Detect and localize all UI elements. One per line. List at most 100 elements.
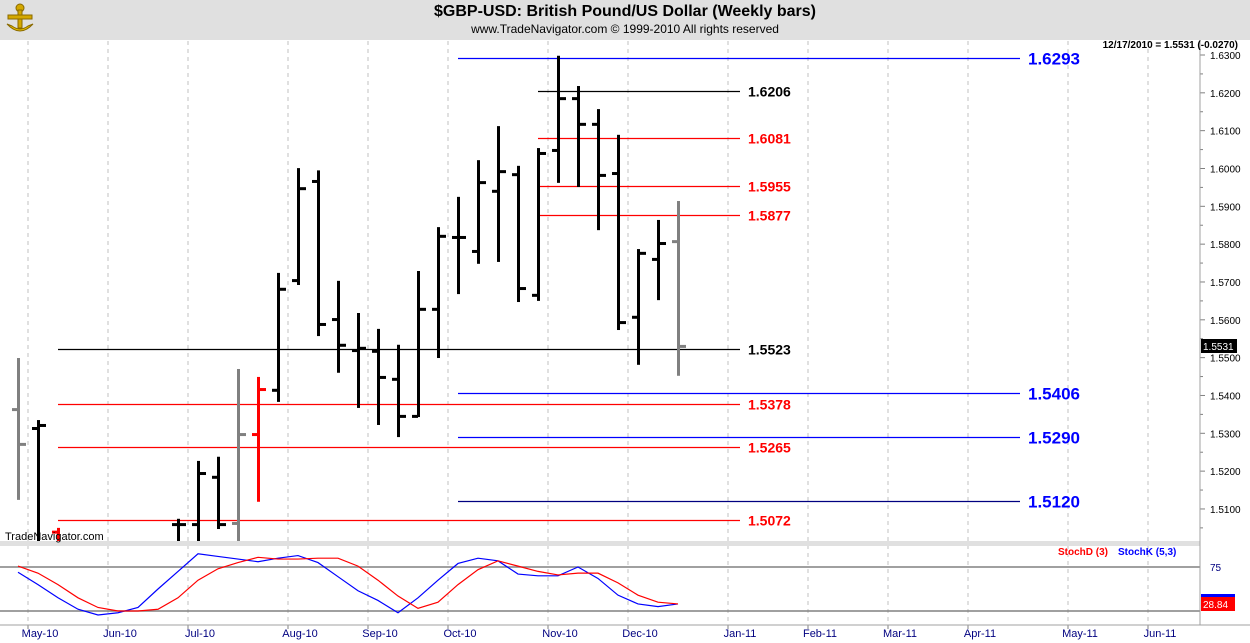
- bar-close-tick: [260, 388, 266, 392]
- y-tick-label: 1.6000: [1210, 164, 1241, 175]
- watermark: TradeNavigator.com: [5, 531, 104, 543]
- bar-close-tick: [180, 523, 186, 527]
- level-label: 1.5290: [1028, 429, 1080, 448]
- ohlc-bar: [512, 165, 526, 303]
- bar-close-tick: [580, 122, 586, 126]
- ohlc-bar: [312, 170, 326, 337]
- bar-range: [677, 201, 680, 376]
- bar-range: [237, 368, 240, 541]
- ohlc-bar: [492, 126, 506, 262]
- bar-open-tick: [472, 249, 478, 253]
- bar-open-tick: [212, 475, 218, 479]
- bar-open-tick: [552, 148, 558, 152]
- bar-range: [497, 126, 500, 262]
- price-axis: 1.6300 1.6200 1.6100 1.6000 1.5900 1.5800 1.57…: [1200, 51, 1241, 529]
- bar-close-tick: [200, 472, 206, 476]
- bar-range: [597, 109, 600, 231]
- bar-close-tick: [660, 242, 666, 246]
- bar-close-tick: [520, 287, 526, 291]
- ohlc-bar: [412, 271, 426, 418]
- bar-range: [617, 134, 620, 331]
- bar-close-tick: [400, 414, 406, 418]
- bar-close-tick: [540, 151, 546, 155]
- bar-close-tick: [20, 442, 26, 446]
- bar-close-tick: [220, 523, 226, 527]
- ohlc-bar: [332, 280, 346, 373]
- bar-range: [437, 227, 440, 359]
- bar-range: [337, 280, 340, 373]
- bar-range: [637, 249, 640, 365]
- level-label: 1.5378: [748, 397, 791, 413]
- bar-open-tick: [412, 414, 418, 418]
- ohlc-bar: [32, 420, 46, 541]
- bar-range: [457, 196, 460, 295]
- bar-open-tick: [372, 349, 378, 353]
- bar-close-tick: [380, 375, 386, 379]
- stoch-marker: 28.84: [1203, 600, 1228, 611]
- bar-range: [17, 358, 20, 500]
- y-tick-label: 1.5800: [1210, 240, 1241, 251]
- x-tick-label: Jun-10: [103, 628, 137, 640]
- level-label: 1.5523: [748, 342, 791, 358]
- bar-close-tick: [640, 251, 646, 255]
- bar-range: [37, 420, 40, 541]
- bar-open-tick: [332, 318, 338, 322]
- bar-close-tick: [440, 234, 446, 238]
- ohlc-bar: [392, 344, 406, 438]
- bar-open-tick: [512, 173, 518, 177]
- bar-range: [177, 518, 180, 541]
- price-marker: 1.5531: [1203, 342, 1234, 353]
- ohlc-bar: [652, 219, 666, 301]
- level-label: 1.5072: [748, 513, 791, 529]
- x-tick-label: Jul-10: [185, 628, 215, 640]
- stochastic-panel: [0, 553, 1200, 616]
- ohlc-bar: [452, 196, 466, 295]
- bar-close-tick: [600, 173, 606, 177]
- last-quote: 12/17/2010 = 1.5531 (-0.0270): [1103, 40, 1238, 51]
- ohlc-bar: [252, 376, 266, 502]
- y-tick-label: 1.5100: [1210, 505, 1241, 516]
- bar-range: [577, 86, 580, 188]
- bar-range: [57, 527, 60, 541]
- bar-open-tick: [612, 172, 618, 176]
- bar-open-tick: [532, 293, 538, 297]
- x-tick-label: Sep-10: [362, 628, 397, 640]
- x-tick-label: Apr-11: [964, 628, 996, 640]
- ohlc-bar: [432, 227, 446, 359]
- x-tick-label: Oct-10: [443, 628, 476, 640]
- x-tick-label: Jan-11: [724, 628, 757, 640]
- x-tick-label: May-10: [22, 628, 59, 640]
- level-label: 1.5955: [748, 179, 791, 195]
- bar-range: [197, 460, 200, 541]
- ohlc-bar: [632, 249, 646, 365]
- bar-range: [657, 219, 660, 301]
- ohlc-bar: [532, 148, 546, 301]
- ohlc-bar: [292, 168, 306, 286]
- y-tick-label: 1.5400: [1210, 391, 1241, 402]
- bar-open-tick: [672, 240, 678, 244]
- ohlc-bar: [232, 368, 246, 541]
- y-tick-label: 1.5900: [1210, 202, 1241, 213]
- bar-open-tick: [172, 523, 178, 527]
- bar-range: [397, 344, 400, 438]
- bar-close-tick: [460, 235, 466, 239]
- bar-open-tick: [312, 179, 318, 183]
- bar-open-tick: [272, 388, 278, 392]
- bar-close-tick: [680, 344, 686, 348]
- ohlc-bar: [352, 313, 366, 408]
- bar-range: [477, 160, 480, 264]
- bar-open-tick: [452, 235, 458, 239]
- bar-open-tick: [12, 408, 18, 412]
- bar-open-tick: [52, 530, 58, 534]
- bar-range: [377, 328, 380, 425]
- ohlc-bar: [672, 201, 686, 376]
- ohlc-bar: [372, 328, 386, 425]
- bar-close-tick: [40, 423, 46, 427]
- x-tick-label: Mar-11: [883, 628, 917, 640]
- bar-range: [217, 456, 220, 530]
- bar-open-tick: [572, 97, 578, 101]
- x-tick-label: Jun-11: [1144, 628, 1177, 640]
- price-marker-box: [1201, 339, 1237, 353]
- stochk-line: [17, 553, 679, 616]
